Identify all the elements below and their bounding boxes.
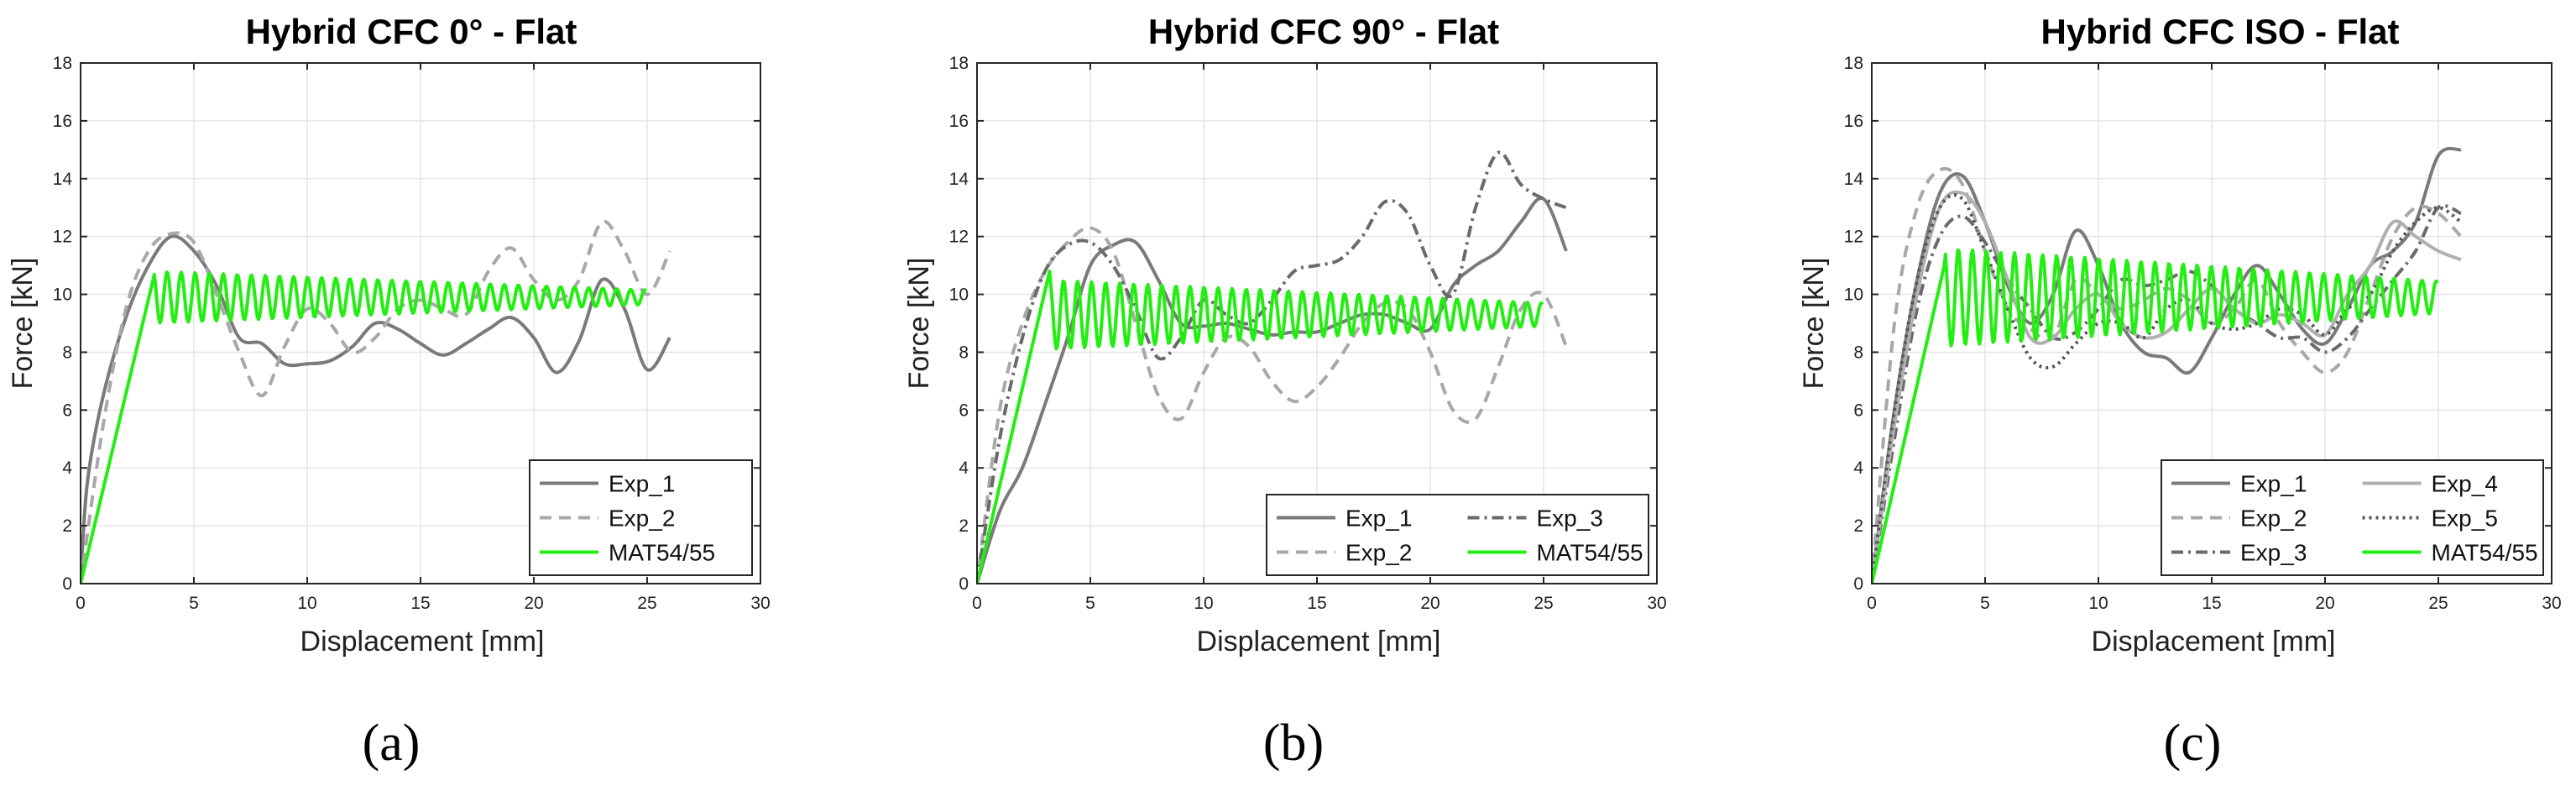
x-tick-label: 20 [2315, 594, 2334, 613]
y-tick-label: 8 [62, 343, 72, 362]
y-tick-label: 0 [62, 574, 72, 594]
chart-panel-c: 0 5 10 15 20 25 30 0 2 4 6 8 10 12 14 16 18 Hybrid CFC IS… [1798, 12, 2562, 772]
y-tick-label: 4 [1853, 458, 1863, 478]
y-tick-label: 12 [53, 228, 72, 247]
legend: Exp_1 Exp_2 Exp_3 Exp_4 Exp_5 MAT54/55 [2161, 459, 2544, 576]
legend-entry: Exp_5 [2432, 506, 2498, 532]
y-tick-label: 12 [1844, 228, 1863, 247]
series-group [1872, 146, 2463, 584]
y-tick-label: 8 [1853, 343, 1863, 362]
x-tick-label: 15 [1307, 594, 1326, 613]
series-group [977, 150, 1568, 584]
y-tick-label: 6 [1853, 401, 1863, 420]
x-tick-label: 10 [297, 594, 316, 613]
y-tick-label: 18 [949, 54, 969, 73]
legend-entry: Exp_1 [609, 471, 675, 497]
chart-title: Hybrid CFC 0° - Flat [246, 12, 577, 51]
panel-caption: (c) [2164, 715, 2222, 772]
legend: Exp_1 Exp_2 MAT54/55 [529, 459, 753, 576]
y-axis-label: Force [kN] [903, 258, 935, 390]
y-tick-label: 2 [62, 516, 72, 536]
series-line-mat54-55 [1872, 248, 2439, 584]
y-tick-label: 0 [1853, 574, 1863, 594]
x-tick-label: 5 [1980, 594, 1990, 613]
series-group [81, 219, 671, 584]
legend-entry: Exp_1 [2240, 471, 2307, 497]
legend-box [2161, 459, 2544, 576]
series-line-exp-2 [1872, 166, 2463, 584]
x-tick-label: 20 [524, 594, 543, 613]
chart-panel-b: 0 5 10 15 20 25 30 0 2 4 6 8 10 12 14 16 18 Hybrid CFC 90… [903, 12, 1667, 772]
legend: Exp_1 Exp_2 Exp_3 MAT54/55 [1266, 494, 1649, 576]
y-tick-label: 14 [949, 170, 969, 189]
x-tick-label: 5 [1085, 594, 1095, 613]
y-tick-label: 10 [53, 286, 72, 305]
y-tick-label: 18 [1844, 54, 1863, 73]
chart-title: Hybrid CFC ISO - Flat [2040, 12, 2399, 51]
x-tick-label: 30 [750, 594, 770, 613]
legend-entry: MAT54/55 [2432, 540, 2538, 566]
y-tick-label: 6 [62, 401, 72, 420]
y-tick-label: 16 [1844, 112, 1863, 131]
y-tick-label: 10 [1844, 286, 1863, 305]
legend-box [1266, 494, 1649, 576]
x-tick-label: 30 [1647, 594, 1666, 613]
x-tick-label: 0 [76, 594, 86, 613]
x-axis-label: Displacement [mm] [1197, 626, 1441, 658]
y-tick-label: 16 [53, 112, 72, 131]
y-tick-label: 2 [1853, 516, 1863, 536]
y-tick-label: 18 [53, 54, 72, 73]
x-tick-label: 0 [972, 594, 982, 613]
x-tick-label: 25 [2428, 594, 2448, 613]
series-line-exp-1 [81, 234, 671, 584]
legend-entry: MAT54/55 [1537, 540, 1643, 566]
x-tick-label: 30 [2542, 594, 2561, 613]
y-tick-label: 4 [959, 458, 969, 478]
chart-panel-a: 0 5 10 15 20 25 30 0 2 4 6 8 10 12 14 16 18 Hybrid CFC 0°… [7, 12, 771, 772]
series-line-exp-2 [81, 219, 671, 584]
panel-caption: (b) [1263, 715, 1324, 772]
y-tick-label: 10 [949, 286, 969, 305]
x-tick-label: 25 [1534, 594, 1553, 613]
series-line-mat54-55 [81, 270, 647, 584]
y-tick-label: 0 [959, 574, 969, 594]
x-tick-label: 10 [2088, 594, 2108, 613]
chart-title: Hybrid CFC 90° - Flat [1148, 12, 1499, 51]
y-tick-label: 14 [1844, 170, 1864, 189]
y-tick-label: 14 [53, 170, 73, 189]
y-tick-label: 4 [62, 458, 72, 478]
x-tick-label: 5 [189, 594, 199, 613]
y-axis-label: Force [kN] [7, 258, 39, 390]
series-line-mat54-55 [977, 270, 1544, 584]
legend-entry: Exp_2 [2240, 506, 2307, 532]
y-tick-label: 12 [949, 228, 969, 247]
y-tick-label: 2 [959, 516, 969, 536]
series-line-exp-1 [1872, 146, 2462, 584]
x-tick-label: 15 [410, 594, 430, 613]
x-axis-label: Displacement [mm] [2092, 626, 2336, 658]
x-tick-label: 15 [2202, 594, 2221, 613]
legend-entry: Exp_2 [609, 506, 675, 532]
legend-entry: Exp_2 [1345, 540, 1412, 566]
panel-caption: (a) [363, 715, 421, 772]
series-line-exp-2 [977, 226, 1568, 584]
y-tick-label: 6 [959, 401, 969, 420]
y-axis-label: Force [kN] [1798, 258, 1830, 390]
y-tick-label: 16 [949, 112, 969, 131]
x-axis-label: Displacement [mm] [300, 626, 545, 658]
legend-entry: Exp_3 [1537, 506, 1603, 532]
legend-entry: Exp_1 [1345, 506, 1412, 532]
x-tick-label: 25 [637, 594, 656, 613]
x-tick-label: 20 [1420, 594, 1440, 613]
legend-entry: Exp_4 [2432, 471, 2498, 497]
x-tick-label: 10 [1194, 594, 1213, 613]
x-tick-label: 0 [1867, 594, 1877, 613]
y-tick-label: 8 [959, 343, 969, 362]
legend-entry: MAT54/55 [609, 540, 715, 566]
series-line-exp-4 [1872, 190, 2462, 584]
legend-entry: Exp_3 [2240, 540, 2307, 566]
